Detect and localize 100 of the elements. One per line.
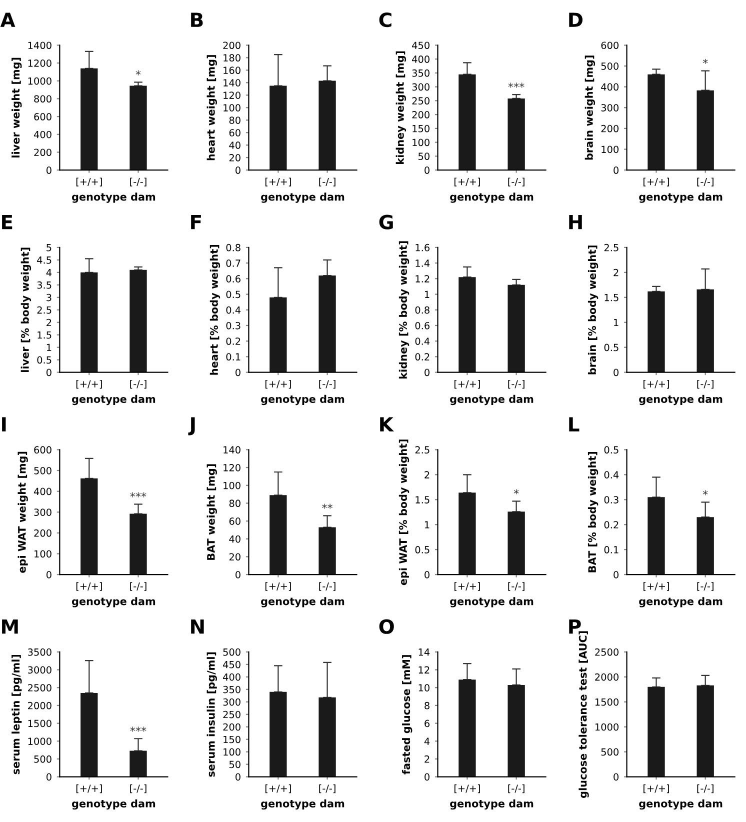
x-axis-title: genotype dam	[261, 799, 344, 810]
y-tick-label: 100	[412, 138, 430, 146]
y-tick-label: 40	[229, 142, 240, 149]
y-tick-label: 50	[418, 152, 430, 160]
annotation: ***	[130, 492, 146, 498]
x-axis-title: genotype dam	[450, 394, 534, 406]
y-axis-title: BAT weight [mg]	[206, 464, 217, 560]
chart-title: B	[191, 12, 203, 27]
y-axis-title: liver [% body weight]	[20, 248, 32, 372]
y-tick-label: 0	[614, 368, 619, 376]
y-tick-label: 0.1	[604, 546, 618, 554]
x-tick-label: [-/-]	[697, 582, 714, 591]
y-tick-label: 12	[418, 666, 430, 674]
y-tick-label: 0	[424, 773, 430, 781]
y-tick-label: 3500	[28, 648, 52, 656]
x-tick-label: [-/-]	[508, 380, 524, 389]
y-tick-label: 2500	[595, 648, 619, 656]
chart-title: L	[569, 417, 580, 432]
chart-title: E	[2, 214, 12, 230]
y-tick-label: 300	[412, 83, 430, 91]
y-tick-label: 0	[46, 773, 52, 781]
x-tick-label: [+/+]	[644, 380, 669, 389]
annotation: *	[702, 490, 708, 496]
x-tick-label: [-/-]	[697, 784, 714, 794]
y-tick-label: 0	[236, 166, 240, 174]
y-tick-label: 2000	[28, 702, 52, 710]
y-tick-label: 14	[418, 648, 430, 656]
y-axis-title: liver weight [mg]	[12, 58, 22, 158]
y-tick-label: 10	[418, 684, 430, 692]
y-tick-label: 1500	[595, 698, 619, 706]
y-tick-label: 400	[412, 56, 430, 63]
y-tick-label: 6	[424, 720, 430, 728]
y-tick-label: 120	[224, 92, 240, 99]
x-tick-label: [-/-]	[508, 178, 524, 186]
y-tick-label: 1	[46, 344, 52, 352]
y-tick-label: 300	[601, 104, 619, 112]
x-tick-label: [+/+]	[454, 582, 480, 591]
y-tick-label: 3.5	[37, 281, 52, 289]
y-tick-label: 500	[223, 648, 240, 656]
y-tick-label: 2	[46, 318, 52, 326]
annotation: **	[322, 504, 332, 509]
x-axis-title: genotype dam	[72, 799, 156, 810]
y-tick-label: 600	[34, 113, 52, 120]
y-tick-label: 250	[223, 710, 240, 718]
x-tick-label: [+/+]	[76, 582, 102, 591]
y-tick-label: 160	[224, 66, 240, 74]
y-tick-label: 1.5	[604, 294, 618, 302]
y-tick-label: 150	[412, 124, 430, 132]
y-axis-title: kidney weight [mg]	[396, 51, 406, 164]
x-tick-label: [-/-]	[319, 582, 336, 591]
x-axis-title: genotype dam	[450, 192, 534, 203]
y-tick-label: 200	[34, 529, 52, 537]
chart-title: K	[380, 417, 394, 432]
y-tick-label: 400	[222, 673, 240, 681]
y-axis-title: serum leptin [pg/ml]	[12, 654, 22, 774]
x-tick-label: [-/-]	[130, 380, 146, 389]
y-tick-label: 140	[224, 79, 240, 86]
y-tick-label: 1000	[595, 723, 619, 731]
y-tick-label: 1.4	[416, 260, 430, 267]
y-tick-label: 0.5	[604, 446, 618, 454]
y-tick-label: 0.3	[604, 496, 618, 504]
y-tick-label: 80	[229, 500, 240, 508]
y-tick-label: 1200	[28, 60, 52, 67]
y-axis-title: kidney [% body weight]	[398, 241, 410, 379]
chart-title: J	[188, 417, 195, 436]
y-tick-label: 0	[46, 571, 52, 578]
y-tick-label: 200	[601, 124, 619, 132]
y-axis-title: brain weight [mg]	[584, 56, 596, 160]
x-axis-title: genotype dam	[72, 192, 156, 203]
y-tick-label: 250	[412, 97, 430, 105]
y-tick-label: 0.7	[226, 260, 240, 267]
y-tick-label: 4	[424, 738, 430, 745]
chart-title: H	[569, 214, 582, 230]
x-tick-label: [+/+]	[454, 784, 480, 794]
y-tick-label: 2.5	[415, 446, 430, 454]
y-tick-label: 400	[34, 488, 52, 496]
y-axis-title: epi WAT [% body weight]	[398, 440, 410, 586]
y-tick-label: 1.5	[38, 331, 52, 339]
y-tick-label: 300	[223, 698, 240, 706]
y-tick-label: 60	[229, 129, 240, 136]
x-tick-label: [+/+]	[644, 178, 669, 186]
y-tick-label: 4	[46, 269, 52, 276]
x-axis-title: genotype dam	[450, 597, 534, 608]
y-tick-label: 1	[614, 318, 618, 326]
y-tick-label: 0.8	[415, 306, 430, 314]
y-tick-label: 0	[614, 166, 619, 174]
chart-title: M	[2, 619, 18, 634]
y-tick-label: 400	[601, 83, 619, 91]
annotation: *	[702, 58, 708, 64]
x-tick-label: [-/-]	[697, 380, 714, 389]
y-tick-label: 0	[236, 773, 240, 781]
x-axis-title: genotype dam	[639, 799, 722, 810]
x-tick-label: [+/+]	[454, 380, 480, 389]
y-tick-label: 1.5	[416, 496, 430, 504]
y-tick-label: 0.5	[604, 344, 618, 352]
y-tick-label: 2500	[28, 684, 52, 692]
x-tick-label: [+/+]	[76, 178, 102, 186]
y-tick-label: 100	[602, 146, 619, 154]
y-tick-label: 200	[223, 723, 240, 731]
y-tick-label: 150	[224, 736, 240, 744]
